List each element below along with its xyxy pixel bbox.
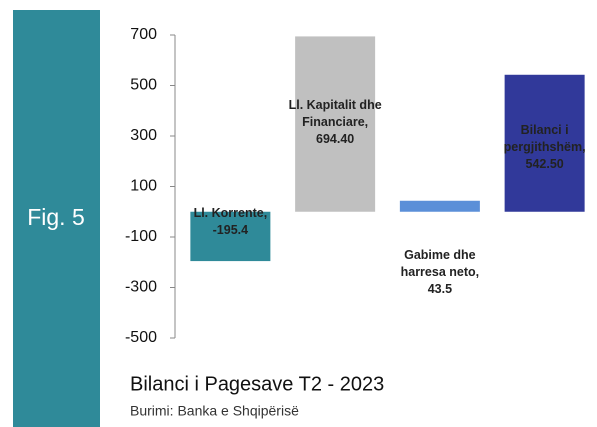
y-tick-label: 700 <box>130 26 157 43</box>
y-tick-label: -300 <box>125 279 157 296</box>
value-label: 694.40 <box>316 132 355 146</box>
y-tick-label: 100 <box>130 178 157 195</box>
source: Burimi: Banka e Shqipërisë <box>130 403 299 419</box>
category-label: Ll. Kapitalit dhe Financiare, <box>288 98 382 129</box>
data-label: Bilanci i pergjithshëm, 542.50 <box>497 122 593 173</box>
value-label: 542.50 <box>525 157 564 171</box>
data-label: Ll. Korrente, -195.4 <box>182 205 278 239</box>
data-label: Ll. Kapitalit dhe Financiare, 694.40 <box>287 97 383 148</box>
bar <box>190 211 271 262</box>
value-label: -195.4 <box>212 223 249 237</box>
fig-label: Fig. 5 <box>27 204 85 230</box>
y-tick-label: 300 <box>130 127 157 144</box>
bar <box>504 74 585 212</box>
y-tick-label: 500 <box>130 77 157 94</box>
bar <box>295 36 376 212</box>
y-tick-label: -100 <box>125 228 157 245</box>
bar <box>399 200 480 212</box>
category-label: Bilanci i pergjithshëm, <box>503 123 586 154</box>
y-tick-label: -500 <box>125 329 157 346</box>
value-label: 43.5 <box>427 282 453 296</box>
category-label: Gabime dhe harresa neto, <box>400 248 480 279</box>
fig-panel <box>13 10 100 427</box>
category-label: Ll. Korrente, <box>193 206 268 220</box>
data-label: Gabime dhe harresa neto, 43.5 <box>392 247 488 298</box>
chart-title: Bilanci i Pagesave T2 - 2023 <box>130 373 384 395</box>
